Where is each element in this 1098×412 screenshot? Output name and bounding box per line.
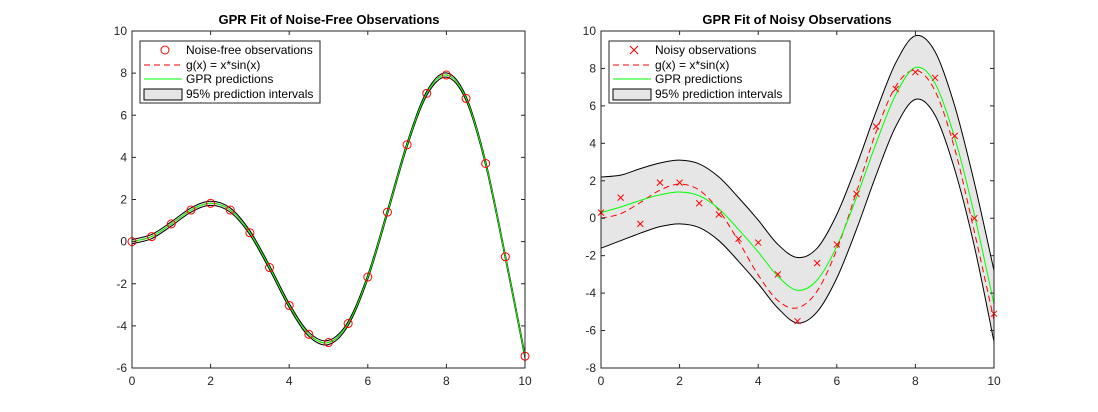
observation-point [794, 317, 801, 325]
interval-upper-edge [600, 34, 995, 271]
legend-label-observations: Noisy observations [655, 43, 756, 57]
prediction-interval-band [601, 35, 994, 342]
x-tick-label: 0 [598, 374, 605, 388]
chart-title: GPR Fit of Noisy Observations [702, 12, 891, 27]
legend-label-intervals: 95% prediction intervals [655, 87, 782, 101]
observation-point [774, 271, 782, 278]
observation-point [872, 123, 880, 130]
legend: Noise-free observations g(x) = x*sin(x) … [139, 40, 321, 104]
y-tick-label: 2 [120, 193, 127, 207]
legend-interval-swatch [612, 88, 652, 101]
x-tick-label: 4 [755, 374, 762, 388]
plot-area [127, 70, 530, 361]
y-tick-label: 10 [583, 24, 597, 38]
observation-point [225, 205, 235, 215]
observation-point [147, 232, 157, 242]
observation-point [186, 205, 196, 215]
observation-point [166, 219, 176, 229]
x-tick-label: 8 [443, 374, 450, 388]
y-tick-label: 6 [120, 108, 127, 122]
axis-ticks: 0 2 4 6 8 10 -6 -4 -2 0 2 4 6 8 10 [114, 24, 532, 388]
observation-point [853, 190, 860, 198]
x-tick-label: 0 [129, 374, 136, 388]
observation-point [402, 140, 412, 150]
legend-observation-marker [629, 45, 639, 55]
x-tick-label: 6 [833, 374, 840, 388]
legend-label-predictions: GPR predictions [186, 72, 273, 86]
y-tick-label: 4 [589, 136, 596, 150]
y-tick-label: 4 [120, 150, 127, 164]
x-tick-label: 8 [912, 374, 919, 388]
axis-ticks: 0 2 4 6 8 10 -8 -6 -4 -2 0 2 4 6 8 10 [583, 24, 1001, 388]
gpr-prediction-line [131, 74, 526, 357]
legend-observation-marker [160, 45, 170, 55]
observation-point [382, 207, 392, 217]
observation-point [617, 194, 625, 201]
y-tick-label: 0 [120, 235, 127, 249]
observation-point [422, 88, 432, 98]
observation-point [636, 220, 644, 228]
observation-point [951, 132, 959, 140]
observation-point [715, 211, 723, 218]
x-tick-label: 10 [518, 374, 532, 388]
true-function-line [600, 69, 995, 321]
x-tick-label: 4 [286, 374, 293, 388]
noise-free-axes: GPR Fit of Noise-Free Observations 0 2 4 6 8… [114, 12, 532, 388]
y-tick-label: -6 [116, 361, 127, 375]
x-tick-label: 2 [207, 374, 214, 388]
observation-point [970, 214, 978, 222]
observation-point [481, 158, 491, 168]
observation-point [931, 74, 939, 82]
y-tick-label: -6 [585, 324, 596, 338]
observation-point [343, 319, 353, 329]
y-tick-label: 8 [120, 66, 127, 80]
observation-point [656, 179, 664, 187]
observation-point [265, 263, 275, 273]
y-tick-label: 2 [589, 174, 596, 188]
y-tick-label: 6 [589, 99, 596, 113]
legend-label-intervals: 95% prediction intervals [186, 87, 313, 101]
observation-point [695, 199, 703, 207]
y-tick-label: -2 [585, 249, 596, 263]
observation-point [304, 329, 314, 339]
observation-point [833, 241, 841, 248]
gpr-prediction-line [600, 66, 995, 305]
y-tick-label: -4 [116, 319, 127, 333]
x-tick-label: 10 [987, 374, 1001, 388]
plot-area [597, 34, 998, 342]
observation-point [735, 235, 742, 243]
legend-interval-swatch [143, 88, 183, 101]
observation-point [363, 272, 373, 282]
legend-label-true-function: g(x) = x*sin(x) [655, 58, 729, 72]
observation-point [813, 259, 821, 267]
y-tick-label: 10 [114, 24, 128, 38]
noisy-axes: GPR Fit of Noisy Observations 0 2 4 6 8 10 -8 -… [583, 12, 1001, 388]
x-tick-label: 2 [676, 374, 683, 388]
y-tick-label: 8 [589, 61, 596, 75]
observation-point [441, 70, 451, 80]
observation-point [754, 239, 762, 246]
legend-label-true-function: g(x) = x*sin(x) [186, 58, 260, 72]
observation-point [676, 179, 683, 187]
y-tick-label: 0 [589, 211, 596, 225]
observation-point [206, 198, 216, 208]
legend-label-predictions: GPR predictions [655, 72, 742, 86]
legend-label-observations: Noise-free observations [186, 43, 313, 57]
observation-point [461, 93, 471, 103]
legend: Noisy observations g(x) = x*sin(x) GPR p… [608, 40, 791, 104]
interval-upper-edge [131, 72, 526, 355]
observation-point [245, 228, 255, 238]
chart-title: GPR Fit of Noise-Free Observations [218, 12, 439, 27]
observation-point [500, 252, 510, 262]
observation-point [892, 85, 900, 93]
axes-box [600, 30, 995, 369]
y-tick-label: -8 [585, 361, 596, 375]
observation-point [284, 300, 294, 310]
observation-point [912, 68, 919, 76]
observation-point [324, 338, 333, 348]
y-tick-label: -4 [585, 286, 596, 300]
y-tick-label: -2 [116, 277, 127, 291]
x-tick-label: 6 [364, 374, 371, 388]
